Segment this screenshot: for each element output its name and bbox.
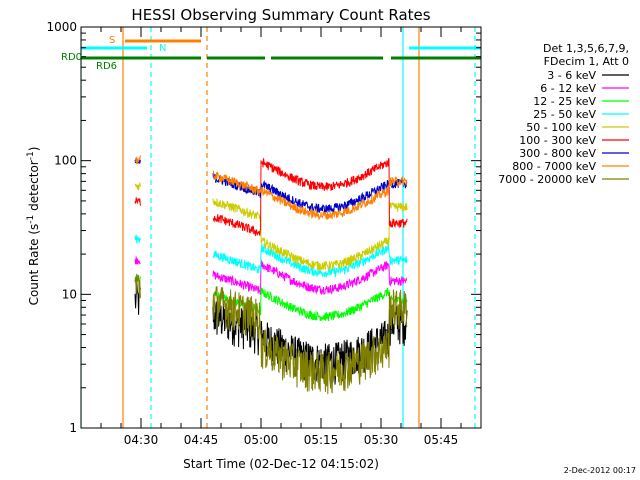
legend: Det 1,3,5,6,7,9, FDecim 1, Att 0 3 - 6 k… (498, 42, 629, 186)
legend-entry-label: 12 - 25 keV (533, 95, 596, 108)
series-trace-3 (212, 243, 408, 279)
series-trace-6 (212, 173, 408, 214)
x-tick-label: 05:45 (424, 433, 459, 447)
flag-label-s: S (109, 35, 115, 46)
legend-entry-label: 6 - 12 keV (540, 82, 596, 95)
series-trace-spike-4 (134, 181, 141, 191)
y-axis-label: Count Rate (s-1 detector-1) (26, 147, 41, 306)
legend-entry-label: 100 - 300 keV (519, 134, 596, 147)
legend-header-line-2: FDecim 1, Att 0 (544, 55, 629, 68)
legend-header-line-1: Det 1,3,5,6,7,9, (543, 42, 629, 55)
y-tick-label: 10 (62, 287, 77, 301)
legend-entry-label: 800 - 7000 keV (512, 160, 596, 173)
series-trace-spike-8 (134, 273, 141, 299)
x-tick-label: 05:15 (304, 433, 339, 447)
series-trace-spike-1 (134, 256, 141, 265)
legend-entry-label: 50 - 100 keV (526, 121, 596, 134)
y-tick-label: 1 (69, 421, 77, 435)
x-axis-ticks: 04:30 04:45 05:00 05:15 05:30 05:45 (80, 27, 482, 447)
x-tick-label: 04:30 (124, 433, 159, 447)
series-trace-spike-5 (134, 197, 141, 206)
y-tick-label: 1000 (46, 20, 77, 34)
legend-entry-label: 25 - 50 keV (533, 108, 596, 121)
legend-entry-label: 3 - 6 keV (547, 69, 596, 82)
series-trace-8 (212, 286, 408, 395)
plot-area (81, 27, 481, 428)
chart-title: HESSI Observing Summary Count Rates (131, 6, 430, 24)
timestamp: 2-Dec-2012 00:17 (564, 466, 636, 475)
y-tick-label: 100 (54, 154, 77, 168)
series-trace-1 (212, 259, 408, 296)
legend-entry-label: 300 - 800 keV (519, 147, 596, 160)
flag-label-rd6: RD6 (96, 61, 117, 72)
y-axis-ticks: 1 10 100 1000 (46, 20, 481, 435)
flag-label-rd0: RD0 (61, 52, 82, 63)
series-trace-spike-3 (134, 234, 141, 244)
x-axis-label: Start Time (02-Dec-12 04:15:02) (183, 457, 379, 471)
x-tick-label: 04:45 (184, 433, 219, 447)
legend-entry-label: 7000 - 20000 keV (498, 173, 596, 186)
series-trace-4 (212, 198, 408, 272)
flag-label-n: N (159, 43, 166, 54)
series-trace-5 (212, 157, 408, 237)
x-tick-label: 05:30 (364, 433, 399, 447)
series-trace-7 (212, 170, 408, 221)
series-trace-spike-7 (134, 155, 141, 164)
x-tick-label: 05:00 (244, 433, 279, 447)
